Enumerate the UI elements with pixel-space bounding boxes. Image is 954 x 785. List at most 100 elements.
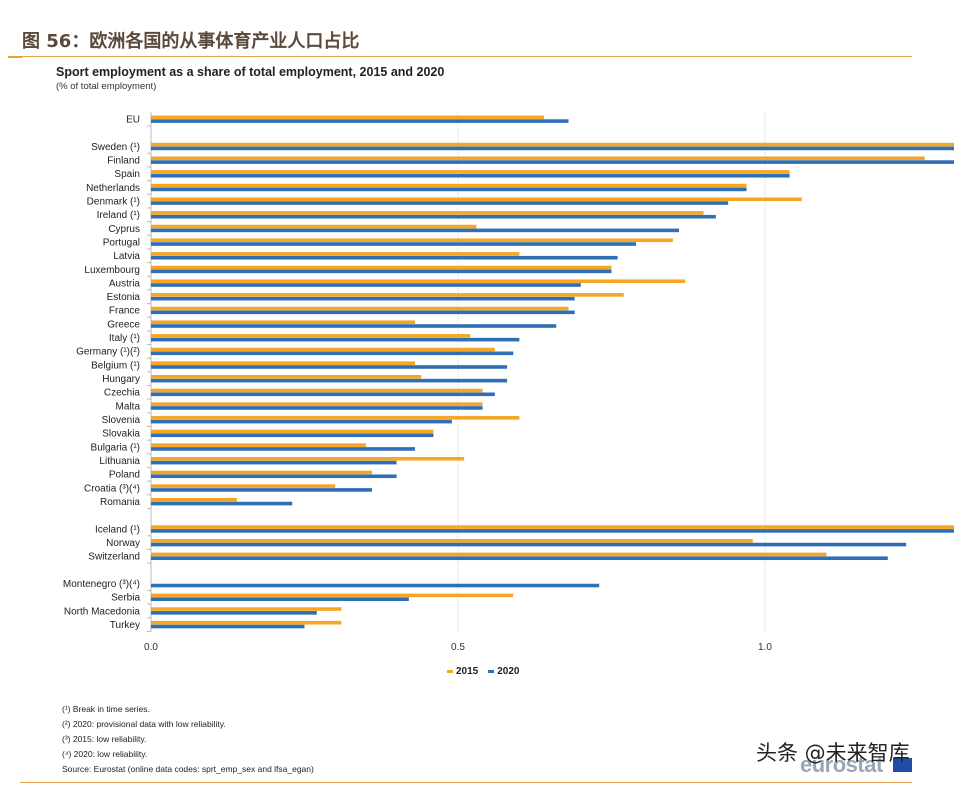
source-note: Source: Eurostat (online data codes: spr… xyxy=(62,764,314,774)
category-label: Serbia xyxy=(111,593,140,604)
category-label: Belgium (¹) xyxy=(91,360,140,371)
bar-2015 xyxy=(151,620,342,625)
bar-2015 xyxy=(151,170,790,174)
bar-2015 xyxy=(151,538,753,543)
category-label: Italy (¹) xyxy=(109,333,140,344)
bar-2015 xyxy=(151,552,827,557)
category-label: Greece xyxy=(107,319,140,330)
category-label: Estonia xyxy=(107,292,141,303)
bar-2015 xyxy=(151,607,342,611)
bar-2020 xyxy=(151,460,397,465)
bar-2020 xyxy=(151,611,317,615)
bar-2020 xyxy=(151,351,514,356)
bar-2020 xyxy=(151,474,397,479)
bar-2015 xyxy=(151,238,673,243)
bar-2020 xyxy=(151,324,557,328)
bar-2015 xyxy=(151,497,237,502)
category-label: Slovenia xyxy=(102,415,141,426)
eu-flag-icon xyxy=(893,758,912,772)
chart-subtitle: (% of total employment) xyxy=(56,81,157,92)
bar-2020 xyxy=(151,392,495,397)
bar-2020 xyxy=(151,242,637,246)
footnote: (³) 2015: low reliability. xyxy=(62,734,147,744)
bar-2020 xyxy=(151,146,954,151)
eurostat-logo: eurostat xyxy=(800,752,883,777)
bar-2015 xyxy=(151,115,544,120)
legend-swatch-2020 xyxy=(488,670,495,673)
category-label: Sweden (¹) xyxy=(91,142,140,153)
bar-2020 xyxy=(151,201,729,205)
bar-2020 xyxy=(151,269,612,274)
category-label: Germany (¹)(²) xyxy=(76,347,140,358)
bar-2015 xyxy=(151,211,704,215)
category-label: Netherlands xyxy=(86,183,140,194)
category-label: Denmark (¹) xyxy=(87,196,140,207)
bar-2020 xyxy=(151,228,680,233)
bar-2015 xyxy=(151,293,624,297)
footnote: (¹) Break in time series. xyxy=(62,704,150,714)
category-label: Lithuania xyxy=(99,456,140,467)
bar-2020 xyxy=(151,624,305,629)
legend-swatch-2015 xyxy=(447,670,453,673)
category-label: North Macedonia xyxy=(64,606,141,617)
category-label: Luxembourg xyxy=(84,265,140,276)
bar-2020 xyxy=(151,119,569,123)
bar-2015 xyxy=(151,265,612,270)
category-label: Latvia xyxy=(113,251,140,262)
legend-item-2015: 2015 xyxy=(447,666,478,677)
category-label: Croatia (³)(⁴) xyxy=(84,483,140,494)
bar-2015 xyxy=(151,470,373,475)
bar-2015 xyxy=(151,142,954,147)
category-label: Norway xyxy=(106,538,140,549)
category-label: Malta xyxy=(116,401,141,412)
bar-2015 xyxy=(151,457,465,461)
bar-2020 xyxy=(151,406,483,410)
bar-2015 xyxy=(151,375,422,379)
category-label: Switzerland xyxy=(88,552,140,563)
bar-2020 xyxy=(151,488,373,492)
bar-2020 xyxy=(151,447,416,451)
bar-2015 xyxy=(151,429,434,434)
category-label: Czechia xyxy=(104,388,141,399)
figure-title: 图 56：欧洲各国的从事体育产业人口占比 xyxy=(22,31,360,52)
bar-2015 xyxy=(151,252,520,256)
footnotes: (¹) Break in time series. (²) 2020: prov… xyxy=(62,702,314,777)
bar-2015 xyxy=(151,443,366,447)
bar-2015 xyxy=(151,361,416,365)
category-label: Portugal xyxy=(103,237,140,248)
category-label: Cyprus xyxy=(108,224,140,235)
bar-2020 xyxy=(151,378,508,383)
bar-2015 xyxy=(151,320,416,324)
category-label: Ireland (¹) xyxy=(97,210,140,221)
bar-2020 xyxy=(151,419,452,424)
category-label: France xyxy=(109,306,141,317)
category-label: Slovakia xyxy=(102,429,140,440)
bar-2015 xyxy=(151,279,686,284)
bar-2020 xyxy=(151,214,716,219)
bar-2020 xyxy=(151,529,954,533)
legend-label-2020: 2020 xyxy=(497,666,520,677)
bar-2020 xyxy=(151,160,954,164)
category-label: Spain xyxy=(114,169,140,180)
bar-2015 xyxy=(151,484,336,488)
category-label: Finland xyxy=(107,155,140,166)
bar-chart: 0.00.51.01.52.02EUSweden (¹)FinlandSpain… xyxy=(63,112,954,653)
title-rule xyxy=(20,56,912,57)
bar-2020 xyxy=(151,283,581,287)
category-label: Bulgaria (¹) xyxy=(91,442,140,453)
bar-2015 xyxy=(151,593,514,598)
legend-label-2015: 2015 xyxy=(456,666,479,677)
bar-2020 xyxy=(151,310,575,315)
bar-2015 xyxy=(151,347,495,352)
category-label: Romania xyxy=(100,497,140,508)
category-label: Austria xyxy=(109,278,141,289)
legend-item-2020: 2020 xyxy=(488,666,520,677)
bar-2015 xyxy=(151,224,477,229)
title-accent xyxy=(8,56,22,58)
bar-2015 xyxy=(151,156,925,161)
watermark: 头条 @未来智库 xyxy=(756,741,910,765)
bar-2020 xyxy=(151,365,508,369)
bar-2020 xyxy=(151,556,888,561)
bar-2020 xyxy=(151,542,907,547)
category-label: Turkey xyxy=(110,620,140,631)
